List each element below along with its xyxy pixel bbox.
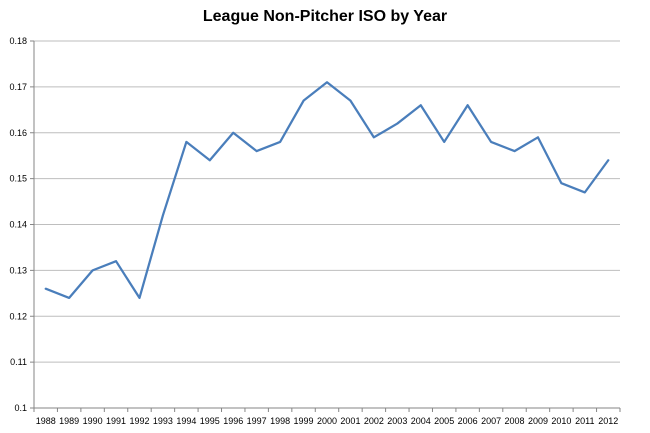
x-tick-label: 1996 [223,416,243,426]
x-tick-label: 2009 [528,416,548,426]
x-tick-label: 2006 [458,416,478,426]
y-tick-label: 0.1 [14,403,27,413]
data-point [92,269,94,271]
chart-title: League Non-Pitcher ISO by Year [202,8,448,25]
x-tick-label: 2003 [387,416,407,426]
x-tick-label: 1990 [83,416,103,426]
data-point [185,141,187,143]
x-tick-label: 1998 [270,416,290,426]
y-tick-label: 0.17 [9,82,27,92]
x-tick-label: 2007 [481,416,501,426]
data-point [232,132,234,134]
x-tick-label: 1991 [106,416,126,426]
data-point [256,150,258,152]
data-point [209,159,211,161]
data-point [162,214,164,216]
data-point [490,141,492,143]
y-tick-label: 0.11 [10,357,27,367]
x-tick-labels: 1988 1989 1990 1991 1992 1993 1994 1995 1996 1997… [33,408,621,426]
y-tick-label: 0.12 [9,311,27,321]
y-tick-label: 0.14 [9,220,27,230]
data-point [560,182,562,184]
data-point [420,104,422,106]
series-group [44,81,610,300]
data-point [396,123,398,125]
data-point [514,150,516,152]
x-tick-label: 2000 [317,416,337,426]
data-point [607,159,609,161]
x-tick-label: 2002 [364,416,384,426]
data-point [537,136,539,138]
x-tick-label: 1997 [247,416,267,426]
gridlines [34,40,620,363]
data-point [45,288,47,290]
data-point [326,81,328,83]
series-line [44,81,610,300]
x-tick-label: 1993 [153,416,173,426]
x-tick-label: 1995 [200,416,220,426]
data-point [443,141,445,143]
data-point [303,100,305,102]
x-tick-label: 2010 [551,416,571,426]
x-tick-label: 2012 [598,416,618,426]
y-tick-label: 0.13 [9,265,27,275]
x-tick-label: 1994 [176,416,196,426]
x-tick-label: 2008 [505,416,525,426]
x-tick-label: 1989 [59,416,79,426]
data-point [349,100,351,102]
data-point [115,260,117,262]
data-point [279,141,281,143]
x-tick-label: 2011 [575,416,594,426]
y-tick-label: 0.15 [9,174,27,184]
data-point [138,297,140,299]
y-tick-label: 0.18 [9,36,27,46]
x-tick-label: 1988 [36,416,56,426]
data-point [68,297,70,299]
y-tick-label: 0.16 [9,128,27,138]
y-tick-labels: 0.1 0.11 0.12 0.13 0.14 0.15 0.16 0.17 0.18 [9,36,34,413]
x-tick-label: 2005 [434,416,454,426]
x-tick-label: 2001 [340,416,360,426]
data-point [467,104,469,106]
data-point [584,191,586,193]
x-tick-label: 2004 [411,416,431,426]
data-point [373,136,375,138]
x-tick-label: 1999 [294,416,314,426]
x-tick-label: 1992 [129,416,149,426]
